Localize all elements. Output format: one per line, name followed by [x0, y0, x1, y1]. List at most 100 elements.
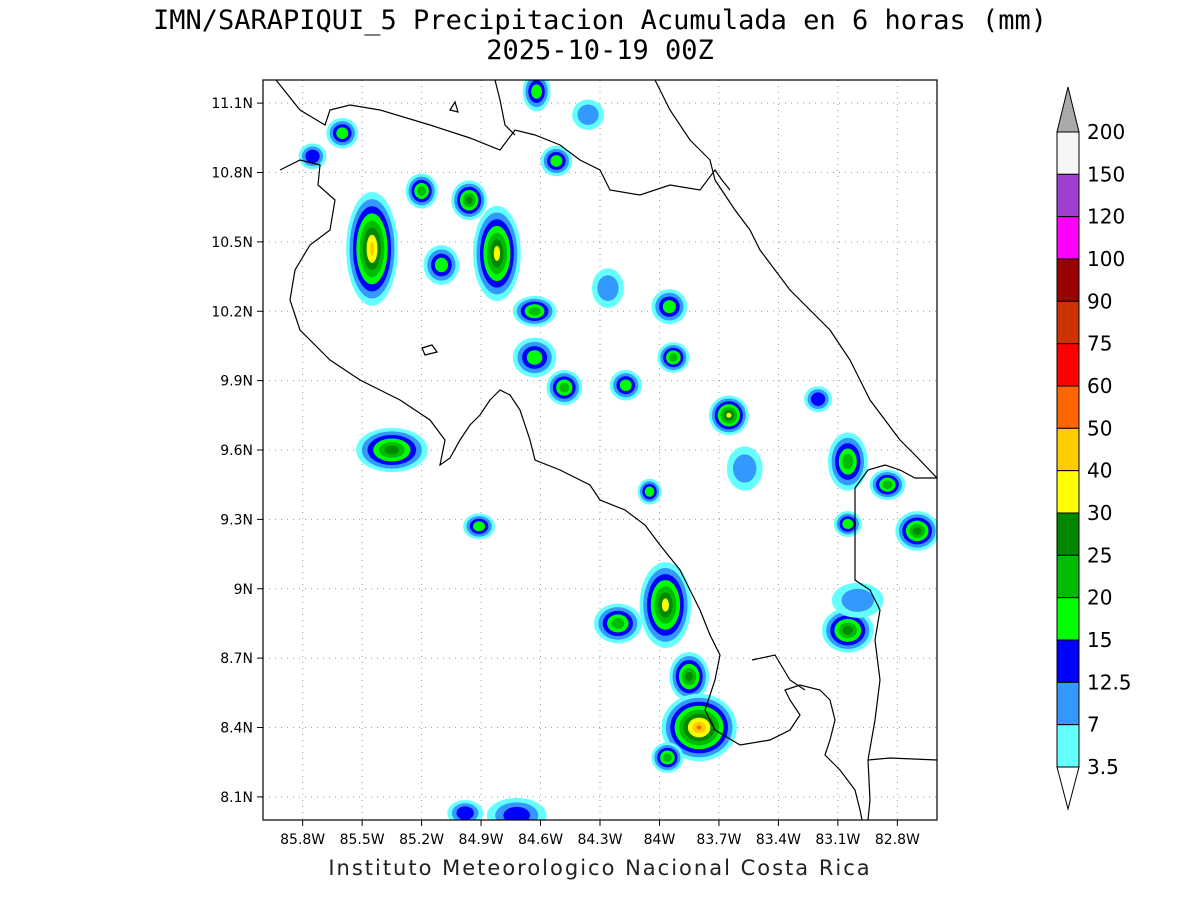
lat-tick-label: 9.6N — [220, 443, 253, 459]
precip-cell — [821, 608, 874, 653]
precip-cell — [356, 427, 428, 473]
precip-cell — [326, 117, 359, 149]
precip-contour — [726, 412, 732, 418]
precip-cell — [473, 205, 521, 302]
legend-swatch — [1056, 258, 1080, 302]
lat-tick-label: 11.1N — [211, 96, 253, 112]
legend-label: 120 — [1087, 205, 1125, 229]
precip-cell — [661, 693, 737, 762]
golfito-coast — [751, 654, 806, 691]
legend-swatch — [1056, 554, 1080, 599]
precip-contour — [336, 127, 349, 139]
precip-contour — [644, 486, 655, 497]
legend-swatch — [1056, 131, 1080, 175]
precip-contour — [912, 527, 922, 535]
precip-contour — [434, 257, 449, 273]
lon-tick-label: 84.6W — [518, 832, 563, 848]
legend-label: 12.5 — [1087, 670, 1132, 694]
lat-tick-label: 9.9N — [220, 374, 253, 390]
precip-contour — [841, 588, 874, 612]
precip-contour — [550, 155, 563, 167]
lon-tick-label: 85.8W — [280, 832, 325, 848]
legend-swatch — [1056, 427, 1080, 472]
precip-cell — [669, 652, 710, 702]
legend-label: 40 — [1087, 459, 1112, 483]
legend-swatch — [1056, 300, 1080, 345]
precip-cell — [804, 386, 832, 413]
precip-cell — [451, 180, 488, 221]
precip-cell — [637, 478, 662, 505]
legend-label: 200 — [1087, 120, 1125, 144]
legend-label: 100 — [1087, 247, 1125, 271]
precip-cell — [592, 268, 624, 308]
lon-tick-label: 84.3W — [577, 832, 622, 848]
precip-cell — [512, 296, 557, 327]
precip-contour — [465, 196, 473, 205]
legend-swatch — [1056, 681, 1080, 726]
legend-label: 20 — [1087, 586, 1112, 610]
legend-top-arrow — [1056, 86, 1080, 133]
precip-cell — [423, 245, 460, 285]
precip-contour — [503, 806, 531, 820]
precip-cell — [639, 561, 692, 648]
lon-tick-label: 84.9W — [459, 832, 504, 848]
footer-credit: Instituto Meteorologico Nacional Costa R… — [328, 856, 872, 880]
precip-cell — [657, 342, 690, 373]
bocas-coast — [854, 464, 937, 489]
map-gridlines — [263, 80, 937, 820]
gulf-of-nicoya-island — [421, 344, 439, 356]
map-axes: 11.1N 10.8N 10.5N 10.2N 9.9N 9.6N 9.3N 9N 8.7N 8.… — [211, 96, 920, 848]
precip-contour — [810, 392, 826, 406]
legend-swatch — [1056, 724, 1080, 768]
lon-tick-label: 83.7W — [696, 832, 741, 848]
precip-contour — [668, 353, 678, 362]
lat-tick-label: 8.1N — [220, 790, 253, 806]
legend-label: 15 — [1087, 628, 1112, 652]
precip-cell — [512, 337, 557, 378]
legend-swatch — [1056, 597, 1080, 641]
precip-cell — [447, 800, 484, 820]
legend-label: 30 — [1087, 501, 1112, 525]
lat-tick-label: 9.3N — [220, 512, 253, 528]
lat-tick-label: 10.5N — [211, 235, 253, 251]
precip-contour — [305, 149, 320, 164]
caribbean-coast — [654, 80, 937, 479]
map-title: IMN/SARAPIQUI_5 Precipitacion Acumulada … — [152, 5, 1048, 36]
legend-label: 25 — [1087, 543, 1112, 567]
legend-swatch — [1056, 470, 1080, 514]
legend-swatch — [1056, 512, 1080, 556]
lat-tick-label: 8.4N — [220, 721, 253, 737]
legend-label: 50 — [1087, 416, 1112, 440]
precip-contour — [597, 275, 619, 301]
precip-cell — [726, 446, 763, 491]
precip-cell — [827, 432, 868, 491]
lon-tick-label: 85.5W — [340, 832, 385, 848]
precip-cell — [540, 145, 573, 177]
precip-contour — [662, 300, 676, 314]
lat-tick-label: 10.2N — [211, 304, 253, 320]
lon-tick-label: 83.4W — [756, 832, 801, 848]
precip-contour — [882, 480, 893, 489]
lat-tick-label: 10.8N — [211, 166, 253, 182]
pacific-coast — [279, 159, 863, 820]
lon-tick-label: 84W — [644, 832, 676, 848]
precip-contour — [662, 753, 672, 762]
legend-swatch — [1056, 385, 1080, 429]
legend-label: 3.5 — [1087, 755, 1119, 779]
precip-cell — [572, 99, 605, 130]
precip-cell — [546, 370, 583, 406]
precip-contour — [384, 445, 399, 455]
precip-contour — [577, 104, 599, 125]
precip-cell — [522, 80, 551, 112]
legend-label: 90 — [1087, 289, 1112, 313]
precip-contour — [417, 186, 427, 196]
legend-label: 150 — [1087, 162, 1125, 186]
precip-contour — [456, 806, 474, 820]
precip-cell — [869, 469, 906, 500]
legend-label: 75 — [1087, 332, 1112, 356]
precip-cell — [895, 511, 937, 551]
lat-tick-label: 9N — [234, 582, 253, 598]
small-island — [449, 100, 459, 113]
precip-contour — [493, 246, 501, 261]
